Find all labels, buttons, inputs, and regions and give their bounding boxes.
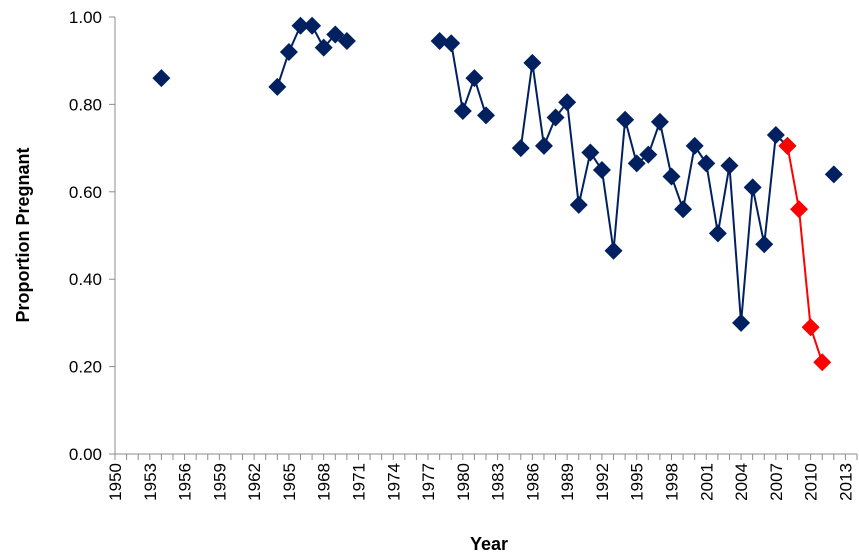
y-tick-label: 0.00 — [69, 445, 102, 464]
x-tick-label: 1953 — [141, 463, 160, 501]
data-point — [674, 200, 693, 219]
x-tick-label: 1959 — [210, 463, 229, 501]
data-point — [650, 112, 669, 131]
y-tick-label: 1.00 — [69, 8, 102, 27]
data-point — [465, 69, 484, 88]
data-point — [824, 165, 843, 184]
x-tick-label: 2013 — [836, 463, 855, 501]
data-point — [303, 16, 322, 35]
series-1 — [778, 136, 832, 372]
data-point — [708, 224, 727, 243]
data-point — [569, 195, 588, 214]
x-tick-label: 1962 — [245, 463, 264, 501]
axes — [109, 16, 858, 460]
x-tick-label: 1956 — [176, 463, 195, 501]
data-point — [778, 136, 797, 155]
data-point — [291, 16, 310, 35]
x-tick-label: 1968 — [315, 463, 334, 501]
data-point — [604, 241, 623, 260]
data-point — [766, 125, 785, 144]
data-point — [534, 136, 553, 155]
data-point — [314, 38, 333, 57]
series-0 — [152, 16, 843, 332]
x-tick-label: 1998 — [663, 463, 682, 501]
data-point — [697, 154, 716, 173]
x-tick-label: 1986 — [523, 463, 542, 501]
x-tick-label: 1974 — [384, 463, 403, 501]
data-point — [152, 69, 171, 88]
x-tick-label: 1965 — [280, 463, 299, 501]
y-tick-labels: 0.00 0.20 0.40 0.60 0.80 1.00 — [69, 8, 102, 464]
x-axis-title: Year — [470, 534, 508, 554]
data-point — [685, 136, 704, 155]
x-tick-label: 1977 — [419, 463, 438, 501]
data-point — [523, 53, 542, 72]
y-tick-label: 0.60 — [69, 183, 102, 202]
data-point — [743, 178, 762, 197]
data-point — [790, 200, 809, 219]
x-tick-label: 1992 — [593, 463, 612, 501]
x-tick-label: 2001 — [697, 463, 716, 501]
data-point — [511, 139, 530, 158]
data-point — [627, 154, 646, 173]
y-tick-label: 0.80 — [69, 95, 102, 114]
x-tick-label: 1995 — [628, 463, 647, 501]
data-point — [581, 143, 600, 162]
data-point — [337, 32, 356, 51]
x-tick-label: 1980 — [454, 463, 473, 501]
data-point — [732, 313, 751, 332]
x-tick-label: 2010 — [802, 463, 821, 501]
data-point — [326, 25, 345, 44]
data-point — [279, 42, 298, 61]
data-point — [813, 353, 832, 372]
data-point — [430, 32, 449, 51]
data-point — [639, 145, 658, 164]
data-point — [616, 110, 635, 129]
y-axis-title: Proportion Pregnant — [13, 147, 33, 322]
x-tick-labels: 1950 1953 1956 1959 1962 1965 1968 1971 1974 1977… — [106, 463, 855, 501]
y-tick-label: 0.40 — [69, 270, 102, 289]
x-tick-label: 1971 — [349, 463, 368, 501]
data-point — [592, 160, 611, 179]
data-point — [453, 101, 472, 120]
data-point — [268, 77, 287, 96]
x-tick-label: 1989 — [558, 463, 577, 501]
x-tick-label: 1950 — [106, 463, 125, 501]
data-point — [801, 318, 820, 337]
data-point — [720, 156, 739, 175]
series-layer — [152, 16, 843, 372]
x-tick-label: 2004 — [732, 463, 751, 501]
x-tick-label: 2007 — [767, 463, 786, 501]
data-point — [755, 235, 774, 254]
data-point — [662, 167, 681, 186]
data-point — [442, 34, 461, 53]
data-point — [546, 108, 565, 127]
x-tick-label: 1983 — [489, 463, 508, 501]
data-point — [558, 93, 577, 112]
data-point — [477, 106, 495, 125]
series-line — [786, 145, 824, 363]
y-tick-label: 0.20 — [69, 358, 102, 377]
